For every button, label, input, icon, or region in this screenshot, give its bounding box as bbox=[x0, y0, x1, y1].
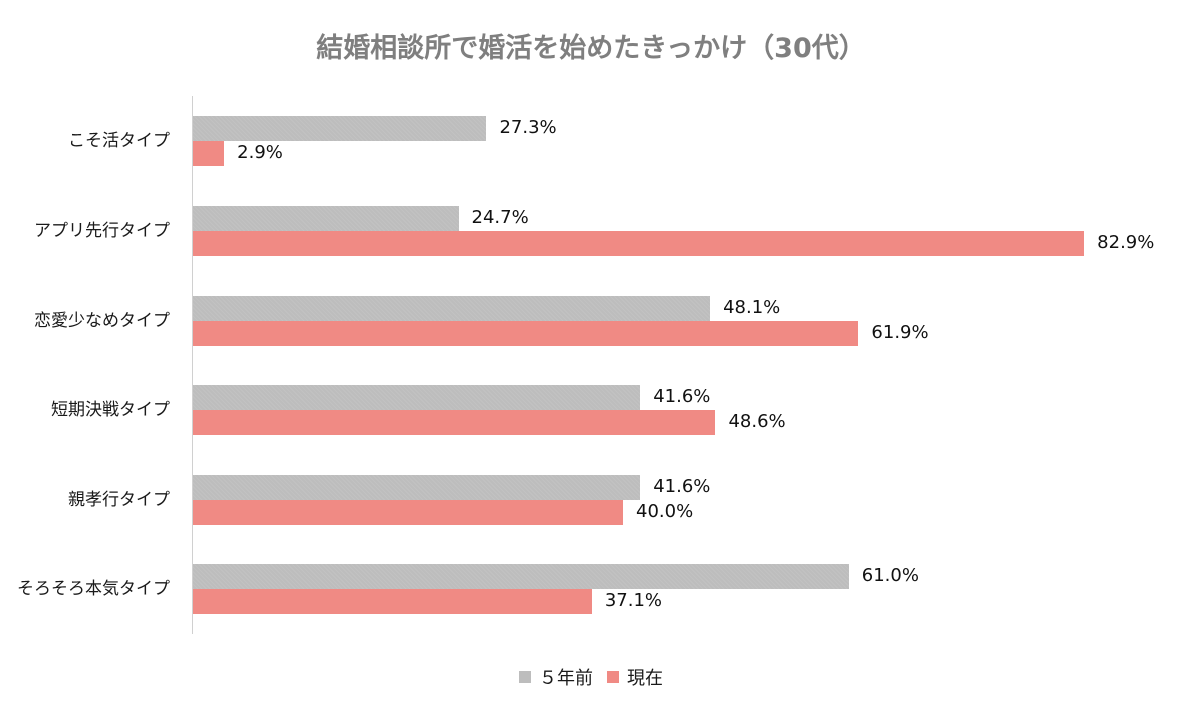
bar-5-years-ago bbox=[193, 206, 459, 231]
data-label: 24.7% bbox=[471, 207, 529, 228]
bar-5-years-ago bbox=[193, 116, 487, 141]
data-label: 48.1% bbox=[723, 297, 781, 318]
data-label: 82.9% bbox=[1097, 232, 1155, 253]
category-label: アプリ先行タイプ bbox=[34, 221, 170, 241]
category-label: 短期決戦タイプ bbox=[51, 400, 170, 420]
bar-current bbox=[193, 589, 592, 614]
category-label: そろそろ本気タイプ bbox=[17, 579, 170, 599]
bar-current bbox=[193, 500, 623, 525]
bar-5-years-ago bbox=[193, 385, 641, 410]
legend-label: 現在 bbox=[627, 668, 663, 689]
bar-current bbox=[193, 231, 1085, 256]
data-label: 40.0% bbox=[636, 501, 694, 522]
data-label: 61.0% bbox=[861, 565, 919, 586]
data-label: 48.6% bbox=[728, 411, 786, 432]
category-axis-line bbox=[192, 96, 193, 634]
bar-current bbox=[193, 141, 225, 166]
chart-title: 結婚相談所で婚活を始めたきっかけ（30代） bbox=[316, 33, 866, 64]
category-label: 親孝行タイプ bbox=[68, 490, 170, 510]
data-label: 37.1% bbox=[604, 590, 662, 611]
data-label: 2.9% bbox=[237, 142, 283, 163]
legend-swatch-red-icon bbox=[607, 671, 619, 683]
bar-current bbox=[193, 410, 716, 435]
data-label: 41.6% bbox=[653, 476, 711, 497]
bar-5-years-ago bbox=[193, 296, 711, 321]
data-label: 41.6% bbox=[653, 386, 711, 407]
data-label: 61.9% bbox=[871, 322, 929, 343]
bar-5-years-ago bbox=[193, 564, 849, 589]
legend-label: ５年前 bbox=[539, 668, 593, 689]
legend-swatch-gray-icon bbox=[519, 671, 531, 683]
bar-current bbox=[193, 321, 859, 346]
chart-legend: ５年前 現在 bbox=[0, 664, 1182, 690]
data-label: 27.3% bbox=[499, 117, 557, 138]
bar-5-years-ago bbox=[193, 475, 641, 500]
legend-item-5-years-ago: ５年前 bbox=[519, 664, 593, 690]
category-label: こそ活タイプ bbox=[68, 131, 170, 151]
category-label: 恋愛少なめタイプ bbox=[34, 311, 170, 331]
legend-item-current: 現在 bbox=[607, 664, 663, 690]
